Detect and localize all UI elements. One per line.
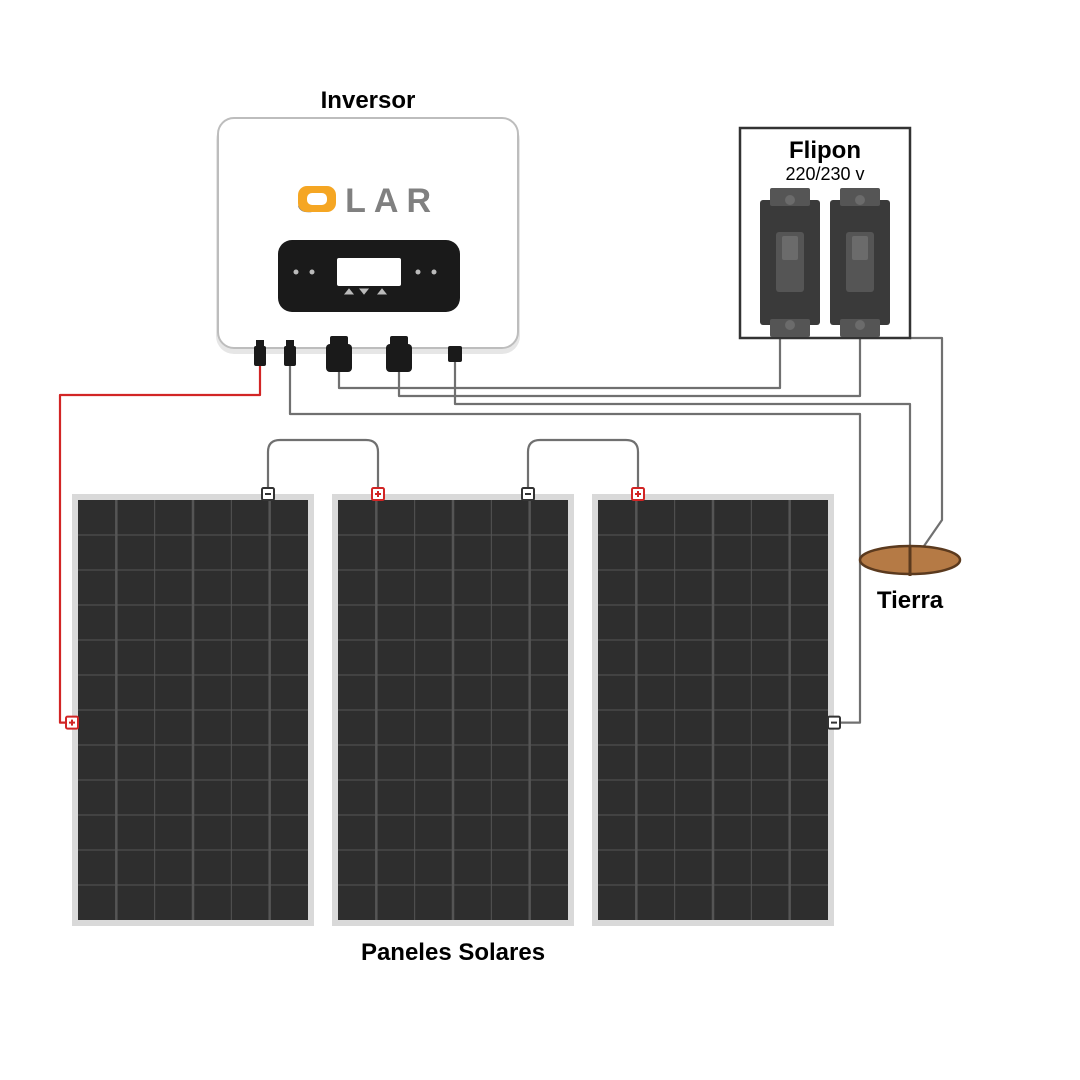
- led-icon: [294, 270, 299, 275]
- ground-port: [448, 346, 462, 362]
- dc-neg-port: [254, 346, 266, 366]
- led-icon: [310, 270, 315, 275]
- ground: Tierra: [860, 546, 960, 614]
- breaker-subtitle: 220/230 v: [785, 164, 864, 184]
- ac-port-1: [326, 344, 352, 372]
- breaker-1: [760, 188, 820, 337]
- solar-wiring-diagram: Inversor S LAR: [0, 0, 1080, 1080]
- panels-label: Paneles Solares: [361, 939, 545, 966]
- inverter-screen: [337, 258, 401, 286]
- inverter: Inversor S LAR: [216, 87, 520, 372]
- solar-panel-3: [592, 494, 834, 926]
- solar-panel-1: [72, 494, 314, 926]
- dc-pos-port: [284, 346, 296, 366]
- ac-port-2: [386, 344, 412, 372]
- breaker-title: Flipon: [789, 137, 861, 164]
- led-icon: [432, 270, 437, 275]
- breaker-2: [830, 188, 890, 337]
- breaker-toggle-icon: [782, 236, 798, 260]
- led-icon: [416, 270, 421, 275]
- ground-label: Tierra: [877, 587, 944, 614]
- breaker-box: Flipon 220/230 v: [740, 128, 910, 338]
- wire: [268, 440, 378, 488]
- inverter-label: Inversor: [321, 87, 416, 114]
- inverter-logo: S LAR: [297, 182, 439, 220]
- wire: [910, 338, 942, 546]
- breaker-toggle-icon: [852, 236, 868, 260]
- solar-panels: [72, 494, 834, 926]
- solar-panel-2: [332, 494, 574, 926]
- logo-accent-o-hole: [307, 193, 327, 205]
- wire: [528, 440, 638, 488]
- inverter-body: [218, 118, 518, 348]
